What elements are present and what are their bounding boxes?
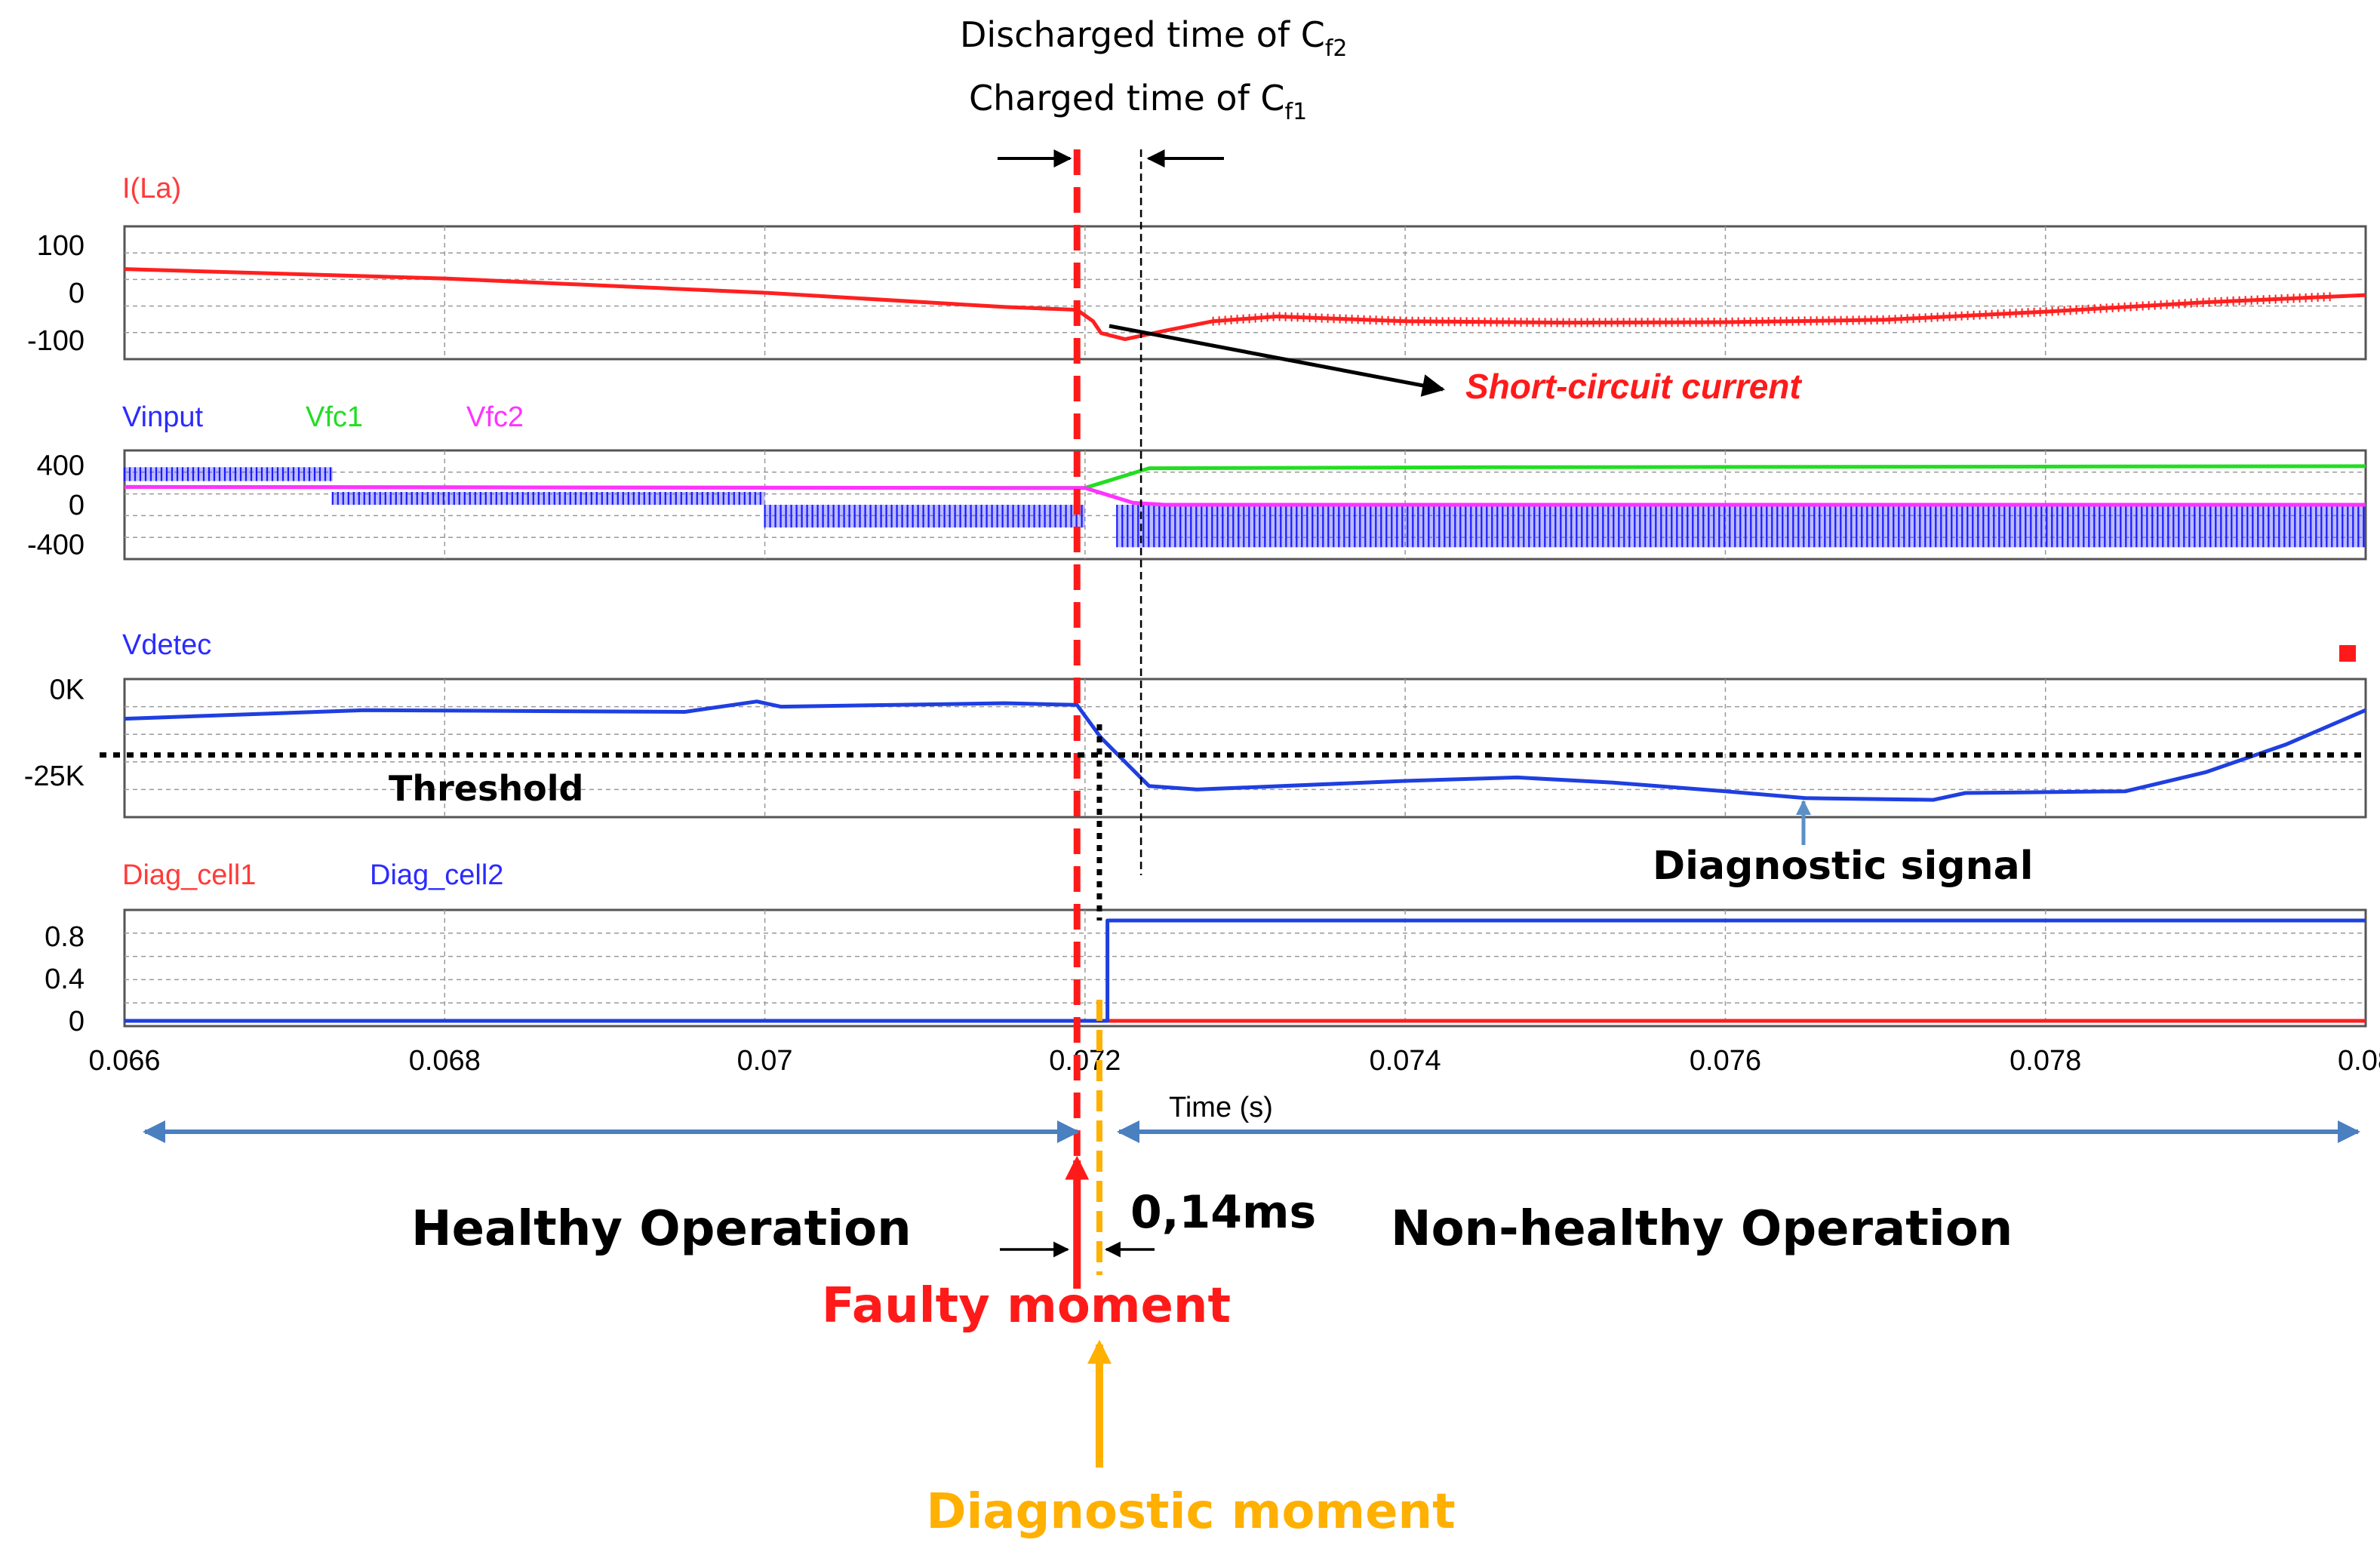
marker-square <box>2339 645 2356 662</box>
discharged-text: Discharged time of C <box>960 14 1325 55</box>
legend-diag-cell2: Diag_cell2 <box>370 859 503 891</box>
charged-text: Charged time of C <box>969 78 1285 118</box>
xtick-7: 0.08 <box>2338 1045 2380 1077</box>
diagnostic-moment-label: Diagnostic moment <box>926 1484 1455 1540</box>
delay-annotation: 0,14ms <box>1000 1186 1316 1258</box>
panel-vdetec-series <box>124 699 2366 802</box>
faulty-moment-label: Faulty moment <box>822 1278 1231 1334</box>
legend-ila: I(La) <box>122 173 181 204</box>
panel-diag: 0.8 0.4 0 Diag_cell1 Diag_cell2 <box>45 859 2367 1037</box>
legend-vfc1: Vfc1 <box>306 401 363 433</box>
panel-diag-frame <box>123 908 2367 1028</box>
short-circuit-arrow <box>1109 324 1445 397</box>
ytick-volt-1: 0 <box>69 490 85 521</box>
diagnostic-signal-annotation: Diagnostic signal <box>1653 800 2034 889</box>
delay-label: 0,14ms <box>1130 1186 1316 1239</box>
legend-vfc2: Vfc2 <box>466 401 524 433</box>
panel-volt-series <box>123 464 2366 548</box>
xtick-4: 0.074 <box>1370 1045 1441 1077</box>
ytick-volt-2: -400 <box>27 529 85 561</box>
xtick-0: 0.066 <box>88 1045 160 1077</box>
panel-ila-frame <box>123 225 2367 361</box>
panel-diag-series <box>125 918 2366 1023</box>
ytick-ila-0: 100 <box>37 230 85 262</box>
xtick-5: 0.076 <box>1690 1045 1761 1077</box>
x-tick-labels: 0.066 0.068 0.07 0.072 0.074 0.076 0.078 0.08 <box>88 1045 2380 1077</box>
panel-volt-yticks: 400 0 -400 <box>27 450 85 561</box>
panel-diag-grid <box>125 910 2366 1026</box>
ytick-volt-0: 400 <box>37 450 85 482</box>
xtick-2: 0.07 <box>737 1045 793 1077</box>
marker-lines <box>100 149 2366 1283</box>
panel-ila-series <box>124 267 2366 342</box>
panel-volt: 400 0 -400 Vinput Vfc1 Vfc2 <box>27 401 2367 561</box>
series-diag-cell2 <box>125 918 2366 1023</box>
vinput-switching-2 <box>764 505 1083 528</box>
xtick-6: 0.078 <box>2009 1045 2081 1077</box>
operation-ranges: Healthy Operation Non-healthy Operation <box>143 1120 2360 1257</box>
legend-diag-cell1: Diag_cell1 <box>122 859 256 891</box>
ytick-diag-2: 0 <box>69 1006 85 1037</box>
legend-vdetec: Vdetec <box>122 629 211 661</box>
x-axis: 0.066 0.068 0.07 0.072 0.074 0.076 0.078 0.08 T… <box>88 1045 2380 1123</box>
legend-vinput: Vinput <box>122 401 204 433</box>
vinput-switching-0 <box>123 467 332 481</box>
ytick-vdetec-1: -25K <box>24 761 85 792</box>
vinput-switching-1 <box>331 492 761 505</box>
x-axis-label: Time (s) <box>1169 1092 1273 1123</box>
panel-diag-yticks: 0.8 0.4 0 <box>45 921 85 1037</box>
xtick-3: 0.072 <box>1049 1045 1121 1077</box>
ytick-ila-1: 0 <box>69 278 85 309</box>
xtick-1: 0.068 <box>409 1045 481 1077</box>
healthy-label: Healthy Operation <box>411 1201 912 1257</box>
panel-vdetec: 0K -25K Vdetec <box>24 629 2367 819</box>
ytick-diag-1: 0.4 <box>45 964 85 995</box>
series-vdetec <box>124 699 2366 802</box>
panel-ila: 100 0 -100 I(La) <box>27 173 2367 361</box>
charged-label: Charged time of Cf1 <box>969 78 1307 125</box>
panel-vdetec-yticks: 0K -25K <box>24 675 85 792</box>
vinput-switching-3 <box>1116 505 2365 548</box>
ytick-vdetec-0: 0K <box>50 675 85 706</box>
charged-sub: f1 <box>1285 99 1308 125</box>
panel-vdetec-grid <box>125 679 2366 817</box>
short-circuit-annotation: Short-circuit current <box>1109 324 1802 406</box>
series-vfc2 <box>124 484 2366 507</box>
ila-ripple <box>1212 292 2331 327</box>
ytick-diag-0: 0.8 <box>45 921 85 953</box>
faulty-moment-annotation: Faulty moment <box>822 1155 1231 1334</box>
non-healthy-label: Non-healthy Operation <box>1391 1201 2013 1257</box>
short-circuit-label: Short-circuit current <box>1465 367 1802 406</box>
threshold-label: Threshold <box>389 768 583 809</box>
discharged-sub: f2 <box>1325 35 1348 62</box>
diagnostic-moment-annotation: Diagnostic moment <box>926 1339 1456 1540</box>
ytick-ila-2: -100 <box>27 325 85 357</box>
capacitor-annotation: Discharged time of Cf2 Charged time of C… <box>960 14 1348 168</box>
panel-ila-yticks: 100 0 -100 <box>27 230 85 357</box>
diagnostic-signal-label: Diagnostic signal <box>1653 844 2034 889</box>
discharged-label: Discharged time of Cf2 <box>960 14 1348 62</box>
